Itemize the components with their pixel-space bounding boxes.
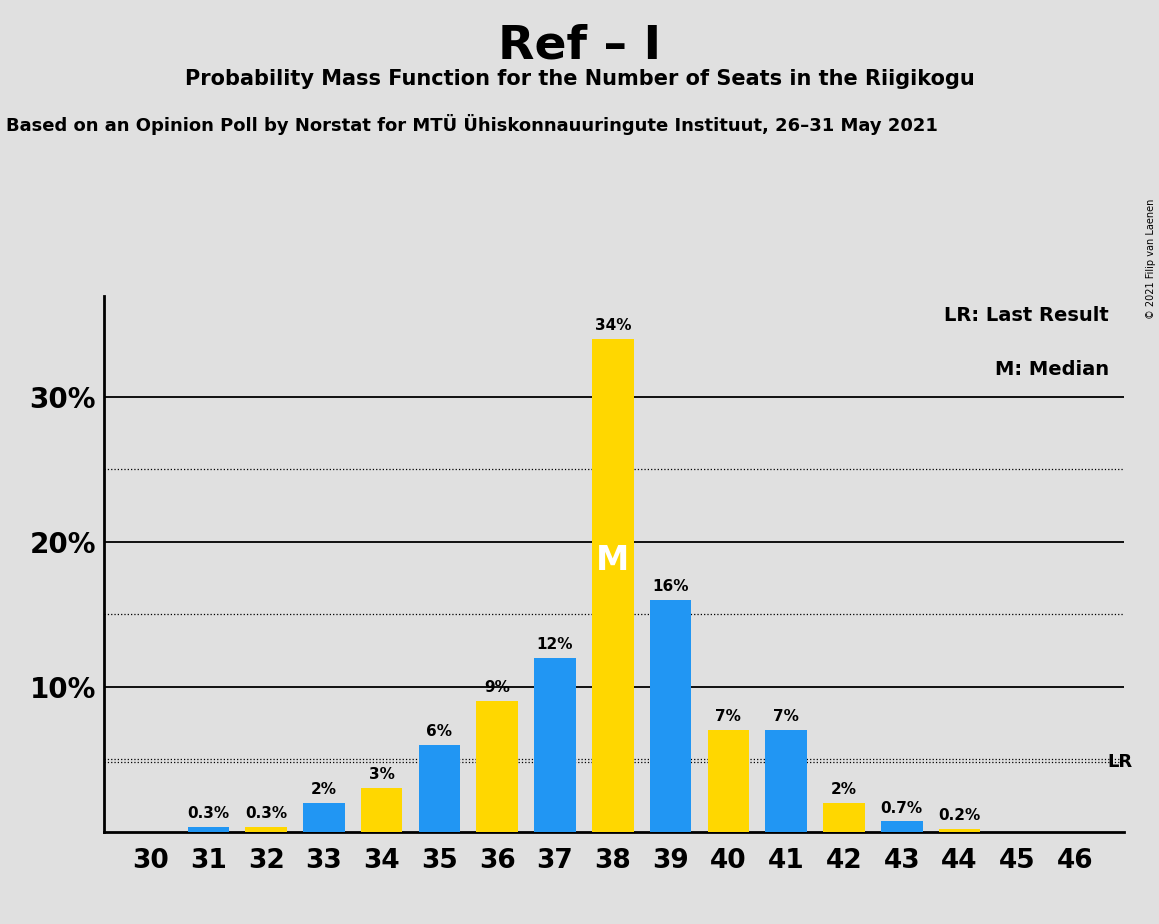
Text: LR: Last Result: LR: Last Result — [945, 307, 1109, 325]
Text: 3%: 3% — [369, 767, 394, 783]
Bar — [708, 730, 749, 832]
Text: 6%: 6% — [427, 723, 452, 739]
Text: Ref – I: Ref – I — [498, 23, 661, 68]
Bar — [534, 658, 576, 832]
Text: Probability Mass Function for the Number of Seats in the Riigikogu: Probability Mass Function for the Number… — [184, 69, 975, 90]
Bar — [360, 788, 402, 832]
Text: M: Median: M: Median — [994, 360, 1109, 379]
Bar — [188, 827, 229, 832]
Text: 2%: 2% — [831, 782, 857, 796]
Text: 34%: 34% — [595, 319, 630, 334]
Text: 0.3%: 0.3% — [245, 807, 287, 821]
Bar — [592, 339, 634, 832]
Text: 12%: 12% — [537, 637, 574, 652]
Bar — [476, 701, 518, 832]
Text: Based on an Opinion Poll by Norstat for MTÜ Ühiskonnauuringute Instituut, 26–31 : Based on an Opinion Poll by Norstat for … — [6, 114, 938, 135]
Text: 0.2%: 0.2% — [939, 808, 981, 823]
Text: M: M — [596, 544, 629, 578]
Text: 0.3%: 0.3% — [188, 807, 229, 821]
Bar — [304, 803, 344, 832]
Bar — [881, 821, 923, 832]
Text: 0.7%: 0.7% — [881, 801, 923, 816]
Text: © 2021 Filip van Laenen: © 2021 Filip van Laenen — [1146, 199, 1156, 319]
Bar — [823, 803, 865, 832]
Bar — [246, 827, 287, 832]
Text: 9%: 9% — [484, 680, 510, 696]
Text: 2%: 2% — [311, 782, 337, 796]
Text: 7%: 7% — [773, 710, 799, 724]
Bar — [650, 600, 692, 832]
Bar — [765, 730, 807, 832]
Text: 16%: 16% — [653, 579, 688, 594]
Bar — [418, 745, 460, 832]
Text: LR: LR — [1107, 753, 1132, 771]
Text: 7%: 7% — [715, 710, 742, 724]
Bar — [939, 829, 981, 832]
